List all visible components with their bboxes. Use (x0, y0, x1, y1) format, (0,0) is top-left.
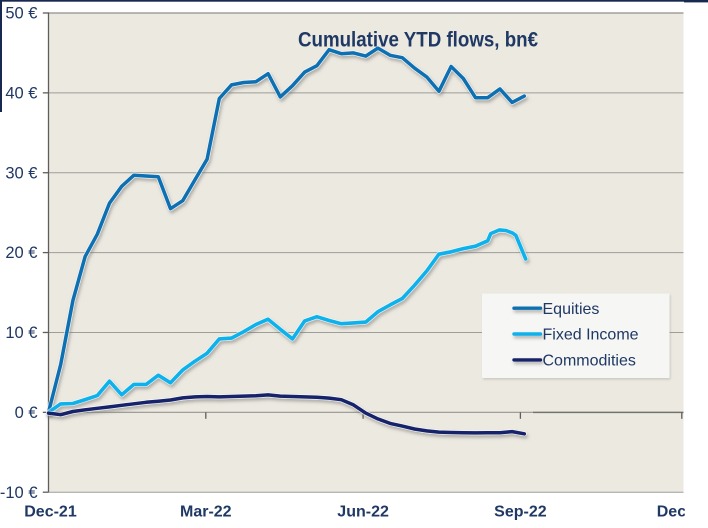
svg-text:Dec-21: Dec-21 (24, 504, 77, 521)
svg-text:Fixed Income: Fixed Income (543, 327, 639, 344)
svg-text:30 €: 30 € (5, 164, 37, 182)
svg-text:-10 €: -10 € (0, 484, 38, 502)
svg-text:10 €: 10 € (5, 324, 37, 342)
svg-text:Equities: Equities (543, 301, 600, 318)
svg-text:20 €: 20 € (5, 244, 37, 262)
svg-text:Sep-22: Sep-22 (494, 504, 547, 521)
svg-text:Cumulative YTD flows, bn€: Cumulative YTD flows, bn€ (298, 28, 538, 52)
svg-text:Commodities: Commodities (543, 353, 636, 370)
svg-text:Dec-22: Dec-22 (657, 504, 708, 521)
svg-text:50 €: 50 € (5, 5, 37, 23)
svg-text:Mar-22: Mar-22 (180, 504, 232, 521)
svg-text:40 €: 40 € (5, 85, 37, 103)
svg-text:Jun-22: Jun-22 (337, 504, 389, 521)
svg-text:0 €: 0 € (15, 404, 38, 422)
